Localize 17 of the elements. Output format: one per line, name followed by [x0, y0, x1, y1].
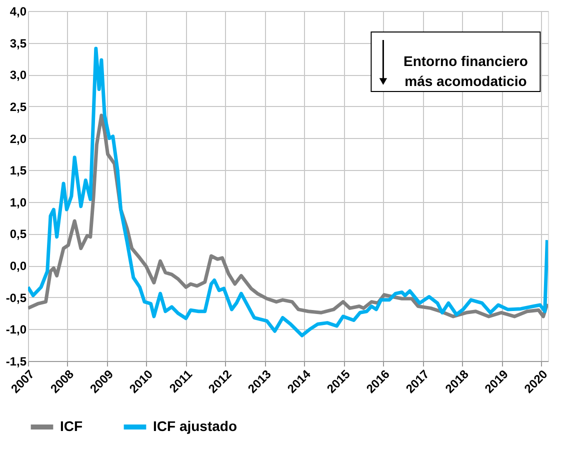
- y-tick-label: 0,5: [10, 227, 27, 242]
- line-series: [28, 114, 548, 318]
- y-tick-label: 1,5: [10, 164, 27, 178]
- line-series: [28, 46, 548, 338]
- y-tick-label: -1,0: [6, 322, 27, 337]
- y-tick-label: 3,0: [10, 68, 27, 82]
- y-tick-label: 2,5: [10, 100, 27, 114]
- legend-label: ICF ajustado: [153, 418, 238, 434]
- y-tick-label: -0,5: [6, 290, 27, 305]
- legend-label: ICF: [60, 418, 83, 434]
- y-tick-label: 0,0: [10, 259, 27, 274]
- y-tick-label: 3,5: [10, 36, 27, 50]
- y-tick-label: 4,0: [10, 4, 27, 18]
- y-tick-label: 2,0: [10, 132, 27, 146]
- y-tick-label: 1,0: [10, 195, 27, 210]
- annotation: Entorno financiero más acomodaticio: [403, 52, 528, 89]
- y-tick-label: -1,5: [6, 354, 27, 368]
